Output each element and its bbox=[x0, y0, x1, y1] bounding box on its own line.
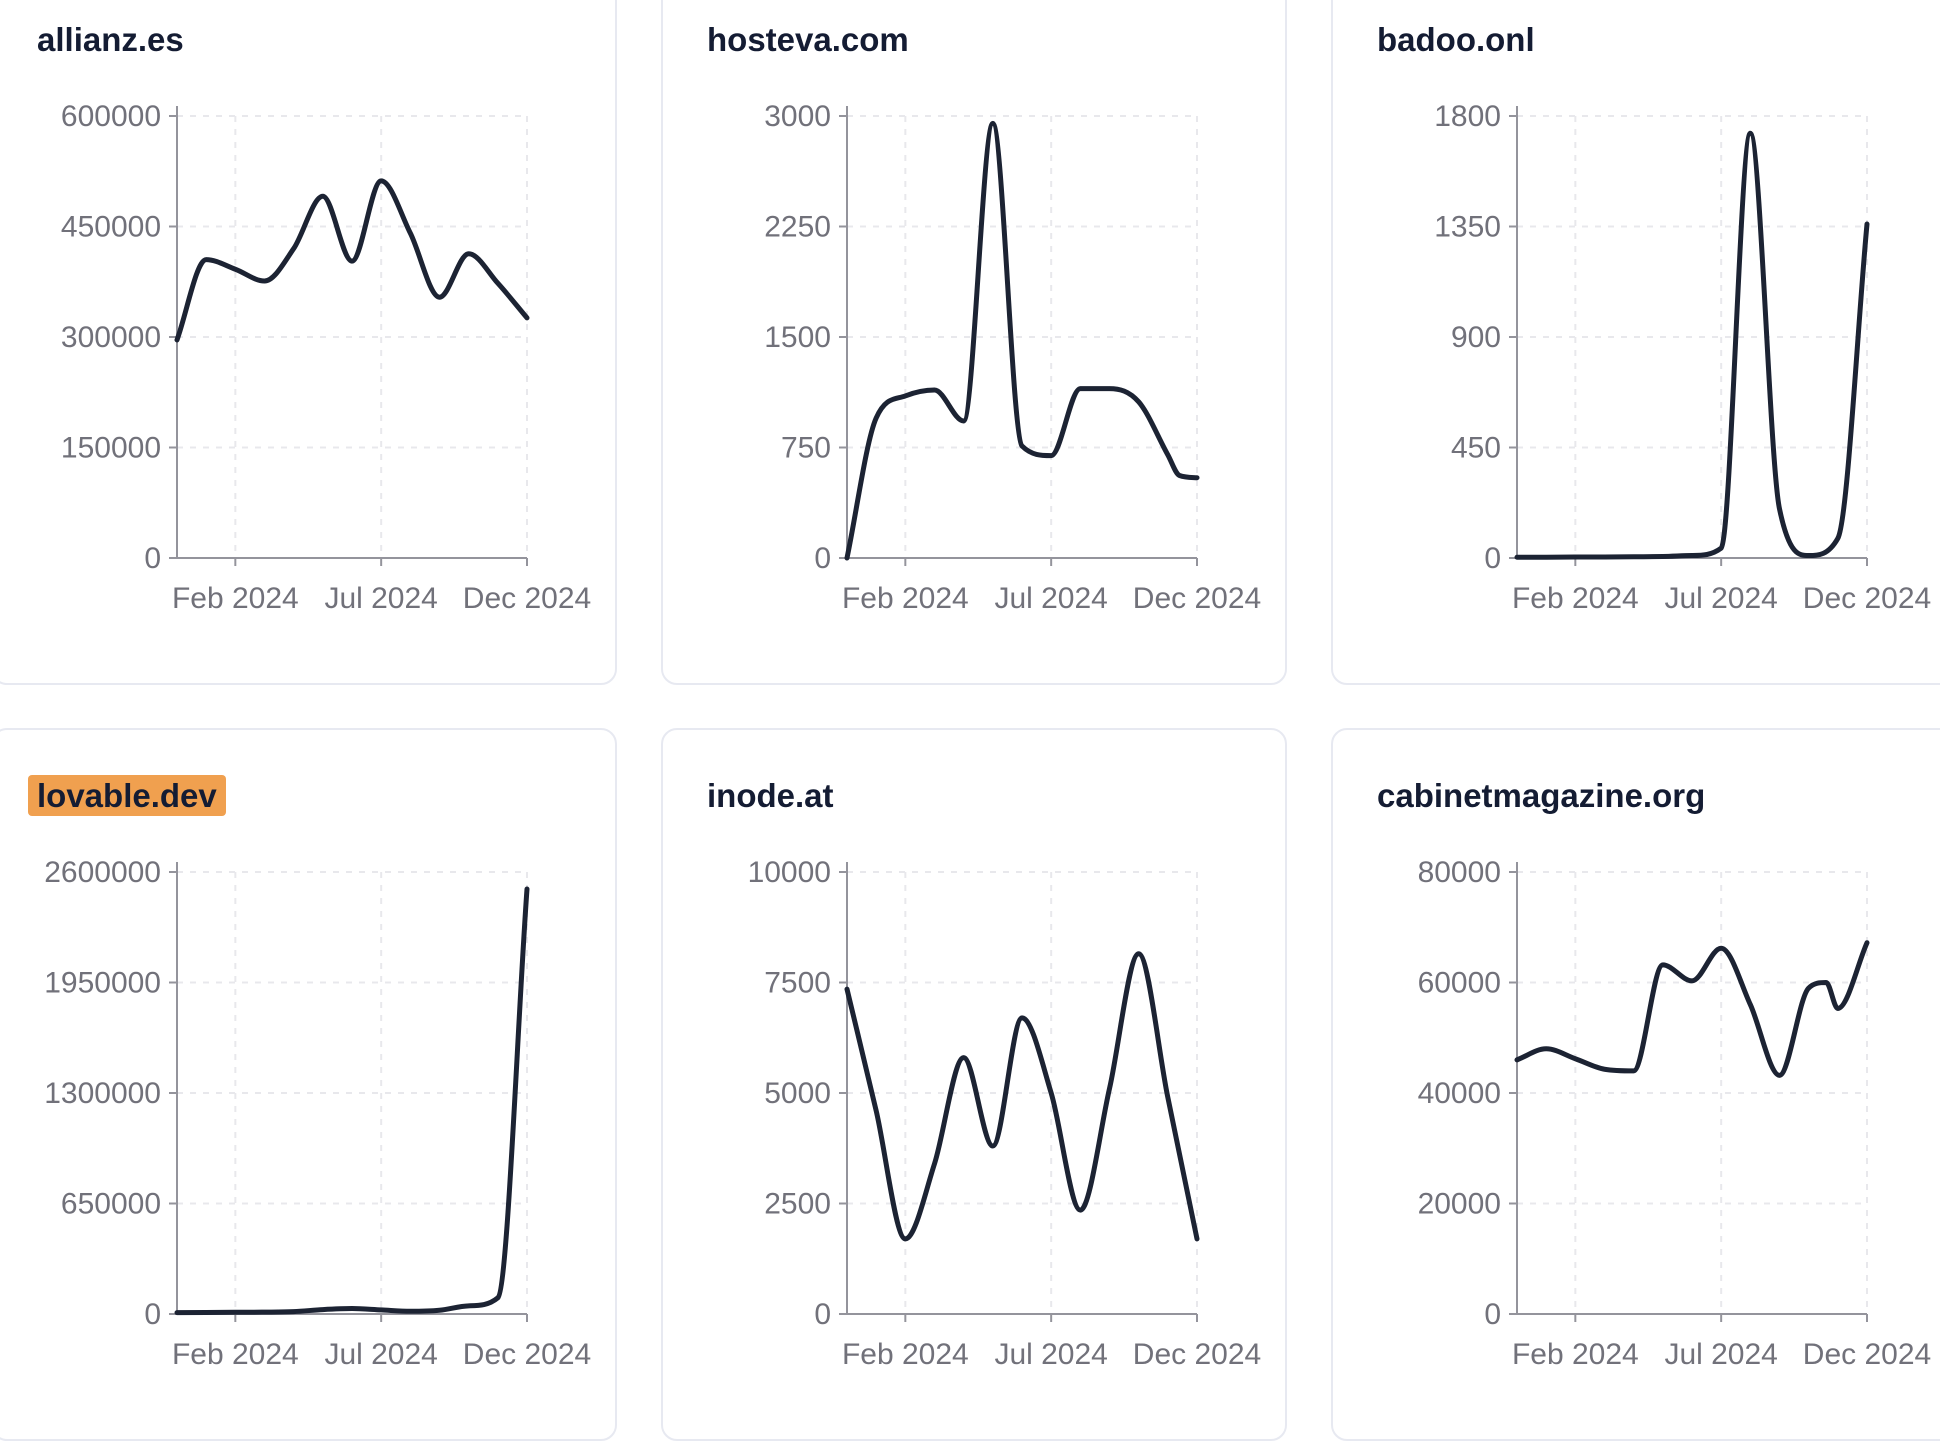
x-tick-label: Feb 2024 bbox=[842, 582, 969, 615]
y-tick-label: 900 bbox=[1451, 321, 1501, 354]
domain-title: lovable.dev bbox=[28, 775, 571, 816]
domain-title-text: allianz.es bbox=[37, 21, 184, 58]
x-tick-label: Dec 2024 bbox=[1133, 582, 1261, 615]
x-tick-label: Feb 2024 bbox=[1512, 582, 1639, 615]
domain-card[interactable]: allianz.es 0 150000 300000 450000 600000 Feb … bbox=[0, 0, 617, 685]
x-tick-label: Jul 2024 bbox=[994, 582, 1107, 615]
traffic-line-chart: 0 650000 1300000 1950000 2600000 Feb 2024 Jul … bbox=[44, 856, 591, 1371]
traffic-line-chart: 0 750 1500 2250 3000 Feb 2024 Jul 2024 Dec 2024 bbox=[764, 100, 1261, 615]
traffic-line-series bbox=[1514, 130, 1870, 560]
y-tick-label: 300000 bbox=[61, 321, 161, 354]
domain-card[interactable]: lovable.dev 0 650000 1300000 1950000 2600000… bbox=[0, 728, 617, 1441]
traffic-line-series bbox=[844, 120, 1200, 561]
y-tick-label: 60000 bbox=[1418, 967, 1501, 1000]
y-tick-label: 600000 bbox=[61, 100, 161, 133]
domain-title-text: lovable.dev bbox=[28, 775, 226, 816]
domain-title: hosteva.com bbox=[707, 20, 1241, 60]
x-tick-label: Feb 2024 bbox=[1512, 1338, 1639, 1371]
y-tick-label: 1800 bbox=[1434, 100, 1501, 133]
y-tick-label: 20000 bbox=[1418, 1188, 1501, 1221]
y-tick-label: 0 bbox=[814, 542, 831, 575]
x-tick-label: Dec 2024 bbox=[1133, 1338, 1261, 1371]
y-tick-label: 450000 bbox=[61, 211, 161, 244]
traffic-line-chart: 0 20000 40000 60000 80000 Feb 2024 Jul 2024 Dec… bbox=[1418, 856, 1932, 1371]
y-tick-label: 0 bbox=[1484, 542, 1501, 575]
x-tick-label: Dec 2024 bbox=[463, 1338, 591, 1371]
x-tick-label: Jul 2024 bbox=[324, 582, 437, 615]
y-tick-label: 3000 bbox=[764, 100, 831, 133]
y-tick-label: 750 bbox=[781, 432, 831, 465]
y-tick-label: 5000 bbox=[764, 1077, 831, 1110]
x-tick-label: Dec 2024 bbox=[463, 582, 591, 615]
traffic-line-chart: 0 2500 5000 7500 10000 Feb 2024 Jul 2024 Dec 20… bbox=[748, 856, 1262, 1371]
x-tick-label: Jul 2024 bbox=[1664, 582, 1777, 615]
domain-title: cabinetmagazine.org bbox=[1377, 776, 1911, 816]
traffic-line-series bbox=[174, 178, 530, 343]
y-tick-label: 1500 bbox=[764, 321, 831, 354]
x-tick-label: Feb 2024 bbox=[172, 582, 299, 615]
x-tick-label: Dec 2024 bbox=[1803, 1338, 1931, 1371]
traffic-line-series bbox=[844, 951, 1200, 1242]
domain-card[interactable]: cabinetmagazine.org 0 20000 40000 60000 8000… bbox=[1331, 728, 1940, 1441]
traffic-line-chart: 0 150000 300000 450000 600000 Feb 2024 Jul 202… bbox=[61, 100, 591, 615]
domain-title-text: badoo.onl bbox=[1377, 21, 1535, 58]
y-tick-label: 450 bbox=[1451, 432, 1501, 465]
domain-card[interactable]: hosteva.com 0 750 1500 2250 3000 Feb 2024 Jul … bbox=[661, 0, 1287, 685]
y-tick-label: 80000 bbox=[1418, 856, 1501, 889]
domain-title: allianz.es bbox=[37, 20, 571, 60]
domain-card[interactable]: inode.at 0 2500 5000 7500 10000 Feb 2024 Jul 2… bbox=[661, 728, 1287, 1441]
y-tick-label: 650000 bbox=[61, 1188, 161, 1221]
traffic-line-series bbox=[1514, 940, 1870, 1078]
y-tick-label: 150000 bbox=[61, 432, 161, 465]
y-tick-label: 2500 bbox=[764, 1188, 831, 1221]
y-tick-label: 10000 bbox=[748, 856, 831, 889]
x-tick-label: Feb 2024 bbox=[172, 1338, 299, 1371]
traffic-line-series bbox=[174, 886, 530, 1316]
x-tick-label: Jul 2024 bbox=[1664, 1338, 1777, 1371]
y-tick-label: 40000 bbox=[1418, 1077, 1501, 1110]
x-tick-label: Jul 2024 bbox=[324, 1338, 437, 1371]
y-tick-label: 1350 bbox=[1434, 211, 1501, 244]
y-tick-label: 1300000 bbox=[44, 1077, 161, 1110]
domain-title: badoo.onl bbox=[1377, 20, 1911, 60]
domain-title-text: cabinetmagazine.org bbox=[1377, 777, 1706, 814]
y-tick-label: 7500 bbox=[764, 967, 831, 1000]
domain-title-text: hosteva.com bbox=[707, 21, 909, 58]
traffic-line-chart: 0 450 900 1350 1800 Feb 2024 Jul 2024 Dec 2024 bbox=[1434, 100, 1931, 615]
y-tick-label: 0 bbox=[814, 1298, 831, 1331]
domain-card[interactable]: badoo.onl 0 450 900 1350 1800 Feb 2024 Jul 202… bbox=[1331, 0, 1940, 685]
x-tick-label: Jul 2024 bbox=[994, 1338, 1107, 1371]
x-tick-label: Feb 2024 bbox=[842, 1338, 969, 1371]
domain-title: inode.at bbox=[707, 776, 1241, 816]
y-tick-label: 0 bbox=[144, 1298, 161, 1331]
domain-title-text: inode.at bbox=[707, 777, 834, 814]
y-tick-label: 2600000 bbox=[44, 856, 161, 889]
y-tick-label: 0 bbox=[144, 542, 161, 575]
x-tick-label: Dec 2024 bbox=[1803, 582, 1931, 615]
y-tick-label: 2250 bbox=[764, 211, 831, 244]
y-tick-label: 1950000 bbox=[44, 967, 161, 1000]
y-tick-label: 0 bbox=[1484, 1298, 1501, 1331]
